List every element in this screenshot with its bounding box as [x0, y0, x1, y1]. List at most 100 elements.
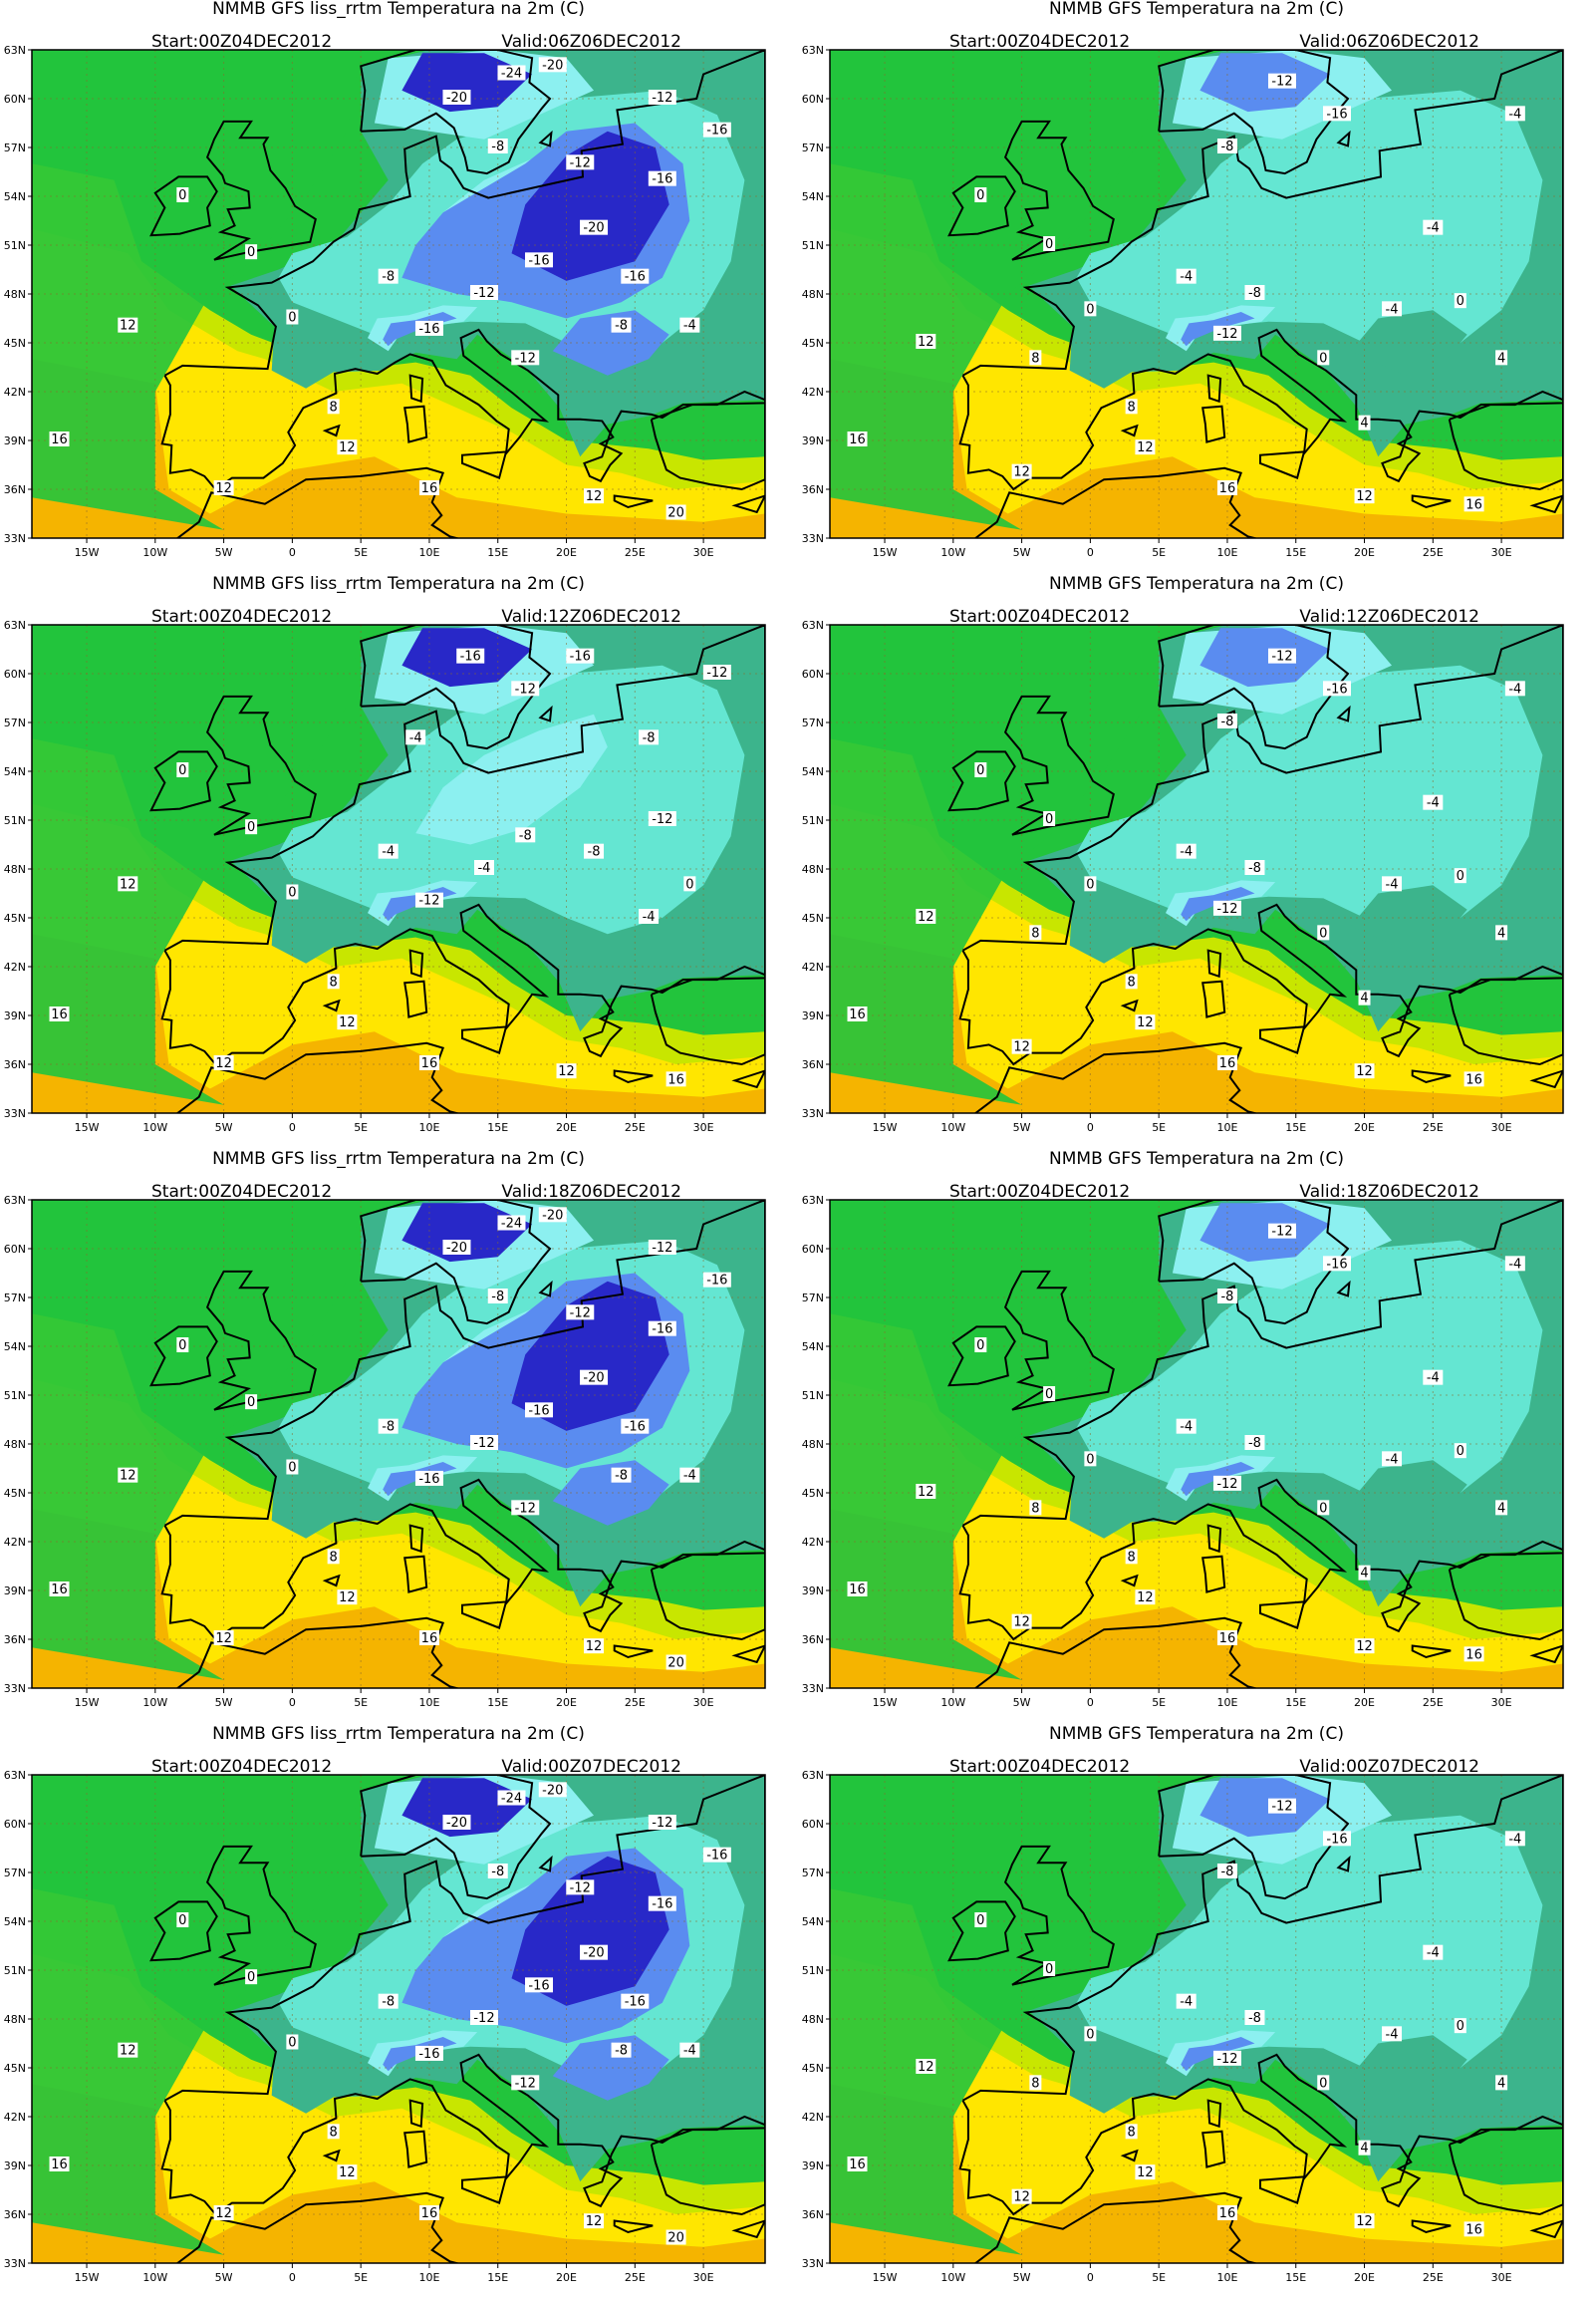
contour-label: -16 [418, 2047, 439, 2062]
contour-label-bg [1125, 399, 1138, 415]
contour-label-bg [337, 1014, 358, 1030]
lon-tick-label: 15W [75, 1696, 100, 1709]
lon-tick-label: 25E [1423, 1696, 1444, 1709]
lon-tick-label: 30E [1491, 1121, 1512, 1134]
lon-tick-label: 20E [1354, 1696, 1375, 1709]
contour-label-bg [286, 1459, 299, 1475]
contour-label-bg [286, 884, 299, 900]
contour-label: -8 [1248, 2011, 1261, 2026]
coastline [1259, 1600, 1306, 1629]
contour-label-bg [49, 1581, 70, 1596]
lat-tick-label: 48N [4, 2013, 26, 2026]
lon-tick-label: 25E [1423, 2271, 1444, 2284]
coastline [830, 1184, 913, 1197]
valid-time: Valid:06Z06DEC2012 [1299, 32, 1479, 52]
contour-label: -4 [1180, 270, 1193, 285]
contour-label: -12 [515, 682, 536, 697]
lat-tick-label: 60N [4, 93, 26, 106]
contour-label: 12 [586, 1639, 603, 1654]
contour-label-bg [525, 252, 554, 268]
lat-tick-label: 39N [4, 2159, 26, 2172]
contour-label-bg [1084, 876, 1097, 892]
contour-label: -4 [643, 910, 656, 925]
coastline [1120, 2149, 1139, 2162]
contour-label: -4 [683, 1469, 696, 1484]
coastline [731, 494, 765, 514]
contour-label: -12 [1216, 327, 1237, 342]
contour-label: -4 [1427, 1946, 1440, 1961]
contour-label: -24 [501, 67, 522, 82]
contour-label-bg [1267, 1223, 1296, 1239]
lat-tick-label: 33N [4, 1107, 26, 1120]
contour-label: 8 [1128, 975, 1136, 990]
contour-label: 0 [1045, 812, 1053, 827]
coastline [360, 1775, 552, 1900]
contour-label: -4 [683, 2044, 696, 2059]
contour-label: 0 [247, 1395, 255, 1410]
contour-label: -12 [1271, 1800, 1292, 1815]
lat-tick-label: 63N [802, 1194, 824, 1207]
lon-tick-label: 15W [873, 2271, 898, 2284]
lon-tick-label: 20E [556, 1121, 577, 1134]
contour-label: 16 [421, 1056, 438, 1071]
temperature-map: NMMB GFS liss_rrtm Temperatura na 2m (C)… [4, 1725, 766, 2284]
zone-very-cold-north [1199, 53, 1331, 113]
zone-warm [830, 228, 1563, 538]
contour-label: -12 [473, 286, 494, 301]
lon-tick-label: 30E [693, 2271, 714, 2284]
contour-label-bg [213, 1630, 234, 1645]
coastline [160, 1200, 765, 1641]
map-panel: NMMB GFS Temperatura na 2m (C) Start:00Z0… [798, 575, 1596, 1150]
valid-time: Valid:18Z06DEC2012 [501, 1182, 681, 1202]
lon-tick-label: 15W [75, 546, 100, 559]
lat-tick-label: 51N [4, 1389, 26, 1402]
coastline [650, 965, 765, 1066]
lon-tick-label: 5E [1152, 2271, 1166, 2284]
coastline [973, 466, 1259, 538]
lon-tick-label: 25E [625, 1696, 646, 1709]
coastline [160, 50, 765, 491]
coastline [1448, 1540, 1563, 1641]
contour-label-bg [176, 1337, 189, 1352]
zone-green-atlantic [830, 625, 1160, 1105]
lon-tick-label: 10W [142, 1696, 167, 1709]
lon-tick-label: 5W [215, 2271, 233, 2284]
lat-tick-label: 54N [4, 1915, 26, 1928]
contour-label: 0 [976, 1338, 984, 1353]
contour-label-bg [1323, 681, 1352, 697]
contour-label: -8 [1220, 715, 1233, 729]
contour-label-bg [1216, 1630, 1237, 1645]
zone-green-atlantic [32, 1200, 362, 1680]
lat-tick-label: 60N [802, 1243, 824, 1256]
contour-label-bg [1382, 301, 1403, 317]
contour-label-bg [1323, 1256, 1352, 1272]
contour-label: 16 [421, 2206, 438, 2221]
lat-tick-label: 33N [802, 2257, 824, 2270]
contour-label-bg [118, 2042, 138, 2058]
zone-cyan-land [1076, 665, 1543, 935]
lon-tick-label: 10E [1216, 1696, 1237, 1709]
coastline [1120, 424, 1139, 437]
contour-label-bg [1354, 2213, 1375, 2229]
valid-time: Valid:18Z06DEC2012 [1299, 1182, 1479, 1202]
contour-label: 12 [339, 2165, 356, 2180]
contour-label-bg [418, 1055, 439, 1070]
coastline [1120, 1574, 1139, 1587]
contour-label-bg [1463, 1646, 1484, 1662]
contour-label-bg [1135, 439, 1156, 455]
lon-tick-label: 5W [1013, 546, 1031, 559]
contour-label-bg [611, 1467, 632, 1483]
contour-label-bg [1358, 1565, 1371, 1581]
contour-label-bg [1216, 1055, 1237, 1070]
lat-tick-label: 48N [802, 2013, 824, 2026]
coastline [322, 424, 341, 437]
coastline [149, 1325, 218, 1387]
contour-label: 0 [1086, 877, 1094, 892]
contour-label-bg [621, 268, 650, 284]
zone-green-atlantic [32, 50, 362, 530]
zone-cyan-land [1076, 90, 1543, 360]
contour-label: 4 [1360, 992, 1368, 1006]
contour-label: 16 [1219, 1056, 1236, 1071]
contour-label-bg [1317, 925, 1330, 941]
lat-tick-label: 36N [802, 1633, 824, 1646]
